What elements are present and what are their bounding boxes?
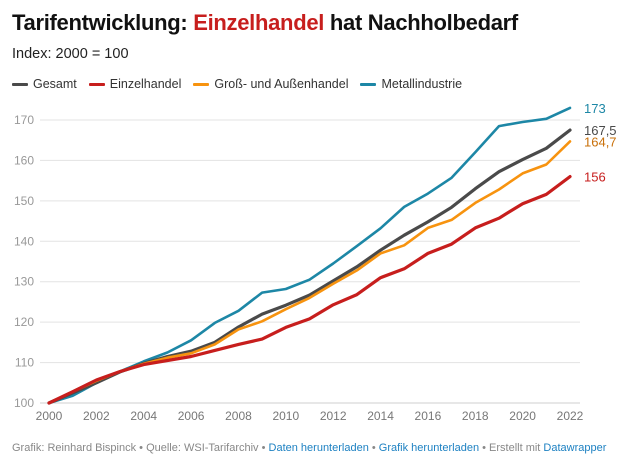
y-tick-label: 110 [15, 356, 34, 370]
legend-label: Gesamt [33, 77, 77, 91]
y-tick-label: 100 [14, 396, 34, 410]
legend-swatch [193, 82, 210, 86]
legend-item-grosshandel: Groß- und Außenhandel [193, 77, 348, 91]
x-tick-label: 2016 [415, 409, 442, 423]
datawrapper-link[interactable]: Datawrapper [543, 442, 607, 454]
y-tick-label: 130 [14, 275, 34, 289]
x-tick-label: 2002 [83, 409, 110, 423]
download-data-link[interactable]: Daten herunterladen [268, 442, 369, 454]
x-tick-label: 2012 [320, 409, 347, 423]
x-tick-label: 2000 [36, 409, 63, 423]
legend-swatch [88, 82, 105, 86]
end-value-label: 173 [584, 101, 606, 116]
series-line-gro-und-au-enhandel [47, 140, 572, 405]
title-highlight: Einzelhandel [193, 10, 325, 35]
series-line-einzelhandel [47, 175, 572, 405]
x-tick-label: 2014 [367, 409, 394, 423]
x-tick-label: 2004 [130, 409, 157, 423]
y-tick-label: 170 [14, 113, 34, 127]
legend: Gesamt Einzelhandel Groß- und Außenhande… [12, 77, 462, 91]
line-plot: 100 110 120 130 140 150 160 170 2000 2002 2004 2006… [14, 101, 617, 423]
series-line-metallindustrie [47, 106, 572, 405]
y-tick-label: 140 [14, 234, 34, 248]
y-tick-label: 120 [14, 315, 34, 329]
legend-label: Groß- und Außenhandel [214, 77, 349, 91]
legend-item-einzelhandel: Einzelhandel [88, 77, 182, 91]
title-text-end: hat Nachholbedarf [324, 10, 518, 35]
x-tick-label: 2018 [462, 409, 489, 423]
chart-subtitle: Index: 2000 = 100 [12, 46, 129, 62]
legend-item-metall: Metallindustrie [360, 77, 462, 91]
chart-title: Tarifentwicklung: Einzelhandel hat Nachh… [12, 10, 518, 36]
y-tick-label: 160 [14, 153, 34, 167]
x-tick-label: 2006 [178, 409, 205, 423]
legend-swatch [12, 82, 28, 86]
footer: Grafik: Reinhard Bispinck • Quelle: WSI-… [12, 442, 606, 454]
footer-credit: Grafik: Reinhard Bispinck • Quelle: WSI-… [12, 442, 269, 454]
title-text: Tarifentwicklung: [12, 10, 194, 35]
y-tick-label: 150 [14, 194, 34, 208]
legend-item-gesamt: Gesamt [12, 77, 77, 91]
legend-swatch [360, 82, 377, 86]
footer-created-with: • Erstellt mit [479, 442, 544, 454]
end-value-label: 156 [584, 170, 606, 185]
x-tick-label: 2008 [225, 409, 252, 423]
end-value-label: 164,7 [584, 134, 617, 149]
legend-label: Metallindustrie [381, 77, 463, 91]
download-image-link[interactable]: Grafik herunterladen [378, 442, 480, 454]
end-value-label: 167,5 [584, 123, 617, 138]
x-tick-label: 2022 [557, 409, 584, 423]
series-line-gesamt [47, 128, 572, 405]
x-tick-label: 2010 [272, 409, 299, 423]
legend-label: Einzelhandel [109, 77, 182, 91]
x-tick-label: 2020 [509, 409, 536, 423]
footer-separator: • [368, 442, 379, 454]
